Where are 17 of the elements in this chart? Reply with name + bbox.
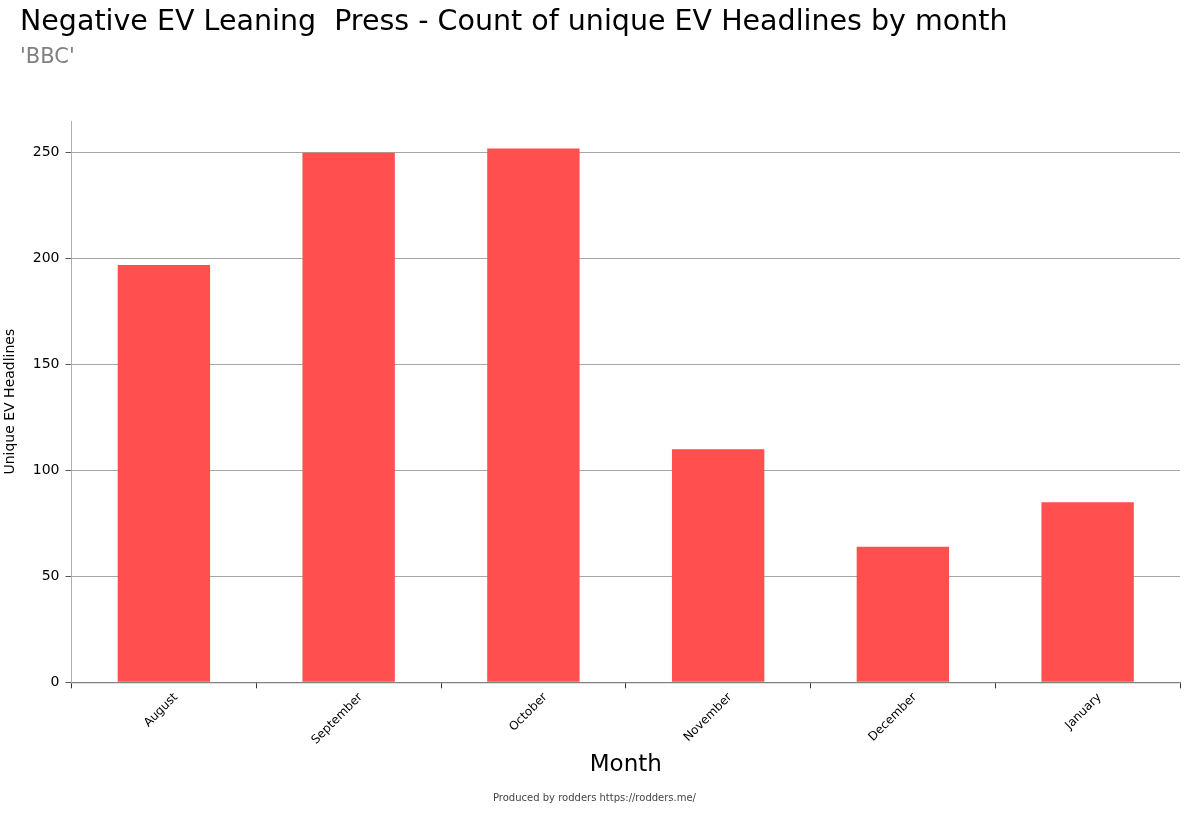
y-tick-label: 0 xyxy=(50,672,60,689)
y-tick-label: 50 xyxy=(41,567,60,584)
y-tick-label: 150 xyxy=(32,355,60,372)
y-axis-title: Unique EV Headlines xyxy=(1,328,18,475)
y-tick-label: 200 xyxy=(32,249,60,266)
chart-title: Negative EV Leaning Press - Count of unique EV Headlines by month xyxy=(20,4,1008,37)
chart-subtitle: 'BBC' xyxy=(20,44,75,68)
bar xyxy=(302,152,395,682)
bar xyxy=(487,148,580,682)
bar xyxy=(856,546,950,682)
x-axis-title: Month xyxy=(589,750,662,777)
text: Produced by rodders https://rodders.me/ xyxy=(493,792,696,803)
y-tick-label: 100 xyxy=(32,461,60,478)
bar xyxy=(671,449,765,682)
bar xyxy=(117,265,211,682)
bar xyxy=(1041,502,1134,682)
y-tick-label: 250 xyxy=(32,143,60,160)
